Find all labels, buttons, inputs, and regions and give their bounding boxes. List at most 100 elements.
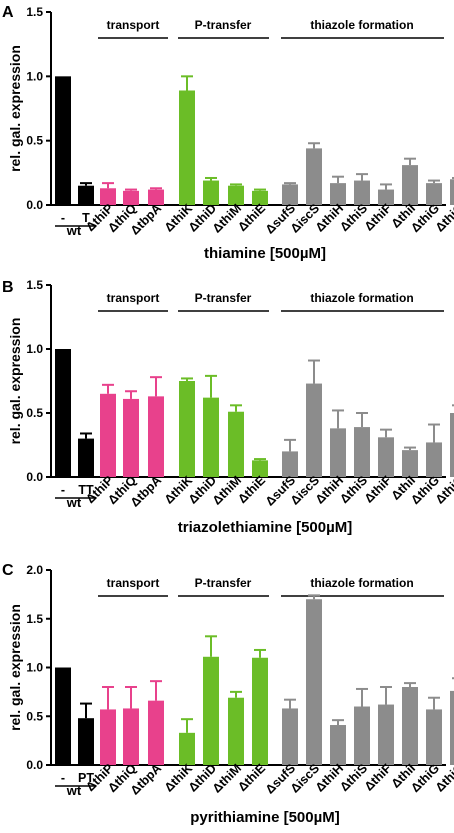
bar — [354, 427, 370, 477]
group-label: transport — [107, 18, 160, 32]
bar — [426, 709, 442, 765]
x-axis-title: triazolethiamine [500µM] — [178, 519, 353, 536]
bar — [179, 90, 195, 205]
bar — [282, 708, 298, 765]
bar — [252, 460, 268, 477]
bar — [228, 411, 244, 477]
bar — [78, 718, 94, 765]
category-label: - — [61, 211, 65, 225]
bar — [228, 697, 244, 765]
bar — [55, 667, 71, 765]
bar — [78, 438, 94, 477]
y-tick-label: 0.5 — [26, 406, 43, 420]
category-label: TT — [78, 483, 94, 497]
bar — [450, 179, 454, 205]
bar — [330, 428, 346, 477]
group-label: thiazole formation — [310, 291, 413, 305]
bar — [378, 189, 394, 205]
group-label: P-transfer — [195, 576, 252, 590]
bar — [123, 190, 139, 205]
wt-label: wt — [66, 495, 82, 510]
bar — [426, 442, 442, 477]
bar — [426, 183, 442, 205]
bar — [148, 189, 164, 205]
y-tick-label: 0.0 — [26, 758, 43, 772]
x-axis-title: thiamine [500µM] — [204, 245, 326, 262]
bar — [100, 393, 116, 477]
y-tick-label: 0.0 — [26, 198, 43, 212]
category-label: PT — [78, 771, 94, 785]
category-label: ΔthiS — [337, 473, 370, 506]
y-axis-label: rel. gal. expression — [7, 604, 23, 731]
bar — [402, 687, 418, 765]
bar — [378, 704, 394, 765]
bar — [354, 180, 370, 205]
y-axis-label: rel. gal. expression — [7, 45, 23, 172]
category-label: ΔthiM — [210, 201, 244, 235]
bar — [330, 725, 346, 765]
bar — [252, 657, 268, 765]
bar — [100, 709, 116, 765]
bar — [450, 690, 454, 765]
category-label: ΔthiS — [337, 761, 370, 794]
category-label: ΔthiE — [235, 473, 268, 506]
group-label: transport — [107, 576, 160, 590]
category-label: ΔthiS — [337, 201, 370, 234]
bar — [330, 183, 346, 205]
bar — [282, 451, 298, 477]
x-axis-title: pyrithiamine [500µM] — [190, 809, 340, 826]
bar — [306, 383, 322, 477]
category-label: ΔthiE — [235, 201, 268, 234]
bar — [78, 185, 94, 205]
y-tick-label: 1.0 — [26, 661, 43, 675]
group-label: thiazole formation — [310, 18, 413, 32]
bar — [203, 397, 219, 477]
bar — [179, 381, 195, 477]
category-label: ΔthiM — [210, 761, 244, 795]
category-label: ΔthiH — [313, 201, 346, 234]
y-tick-label: 1.0 — [26, 69, 43, 83]
bar — [450, 413, 454, 477]
y-tick-label: 2.0 — [26, 563, 43, 577]
bar — [282, 184, 298, 205]
bar — [378, 437, 394, 477]
bar — [402, 450, 418, 477]
bar — [179, 732, 195, 765]
wt-label: wt — [66, 783, 82, 798]
bar — [306, 148, 322, 205]
panel-letter: C — [2, 562, 14, 579]
bar — [123, 708, 139, 765]
category-label: ΔthiM — [210, 473, 244, 507]
bar — [203, 180, 219, 205]
bar — [148, 700, 164, 765]
bar — [123, 398, 139, 477]
group-label: P-transfer — [195, 291, 252, 305]
bar — [306, 599, 322, 765]
y-tick-label: 0.5 — [26, 709, 43, 723]
category-label: ΔthiH — [313, 761, 346, 794]
y-tick-label: 0.0 — [26, 470, 43, 484]
category-label: ΔthiE — [235, 761, 268, 794]
panel-letter: B — [2, 279, 14, 296]
group-label: transport — [107, 291, 160, 305]
bar — [148, 396, 164, 477]
y-axis-label: rel. gal. expression — [7, 318, 23, 445]
bar — [228, 185, 244, 205]
bar — [55, 349, 71, 477]
category-label: T — [82, 211, 90, 225]
group-label: thiazole formation — [310, 576, 413, 590]
y-tick-label: 1.5 — [26, 278, 43, 292]
bar — [203, 656, 219, 765]
wt-label: wt — [66, 223, 82, 238]
group-label: P-transfer — [195, 18, 252, 32]
panel-letter: A — [2, 4, 14, 21]
bar — [252, 190, 268, 205]
category-label: - — [61, 771, 65, 785]
y-tick-label: 1.5 — [26, 612, 43, 626]
y-tick-label: 1.0 — [26, 342, 43, 356]
category-label: ΔthiH — [313, 473, 346, 506]
bar — [100, 188, 116, 205]
bar — [402, 165, 418, 205]
y-tick-label: 0.5 — [26, 134, 43, 148]
